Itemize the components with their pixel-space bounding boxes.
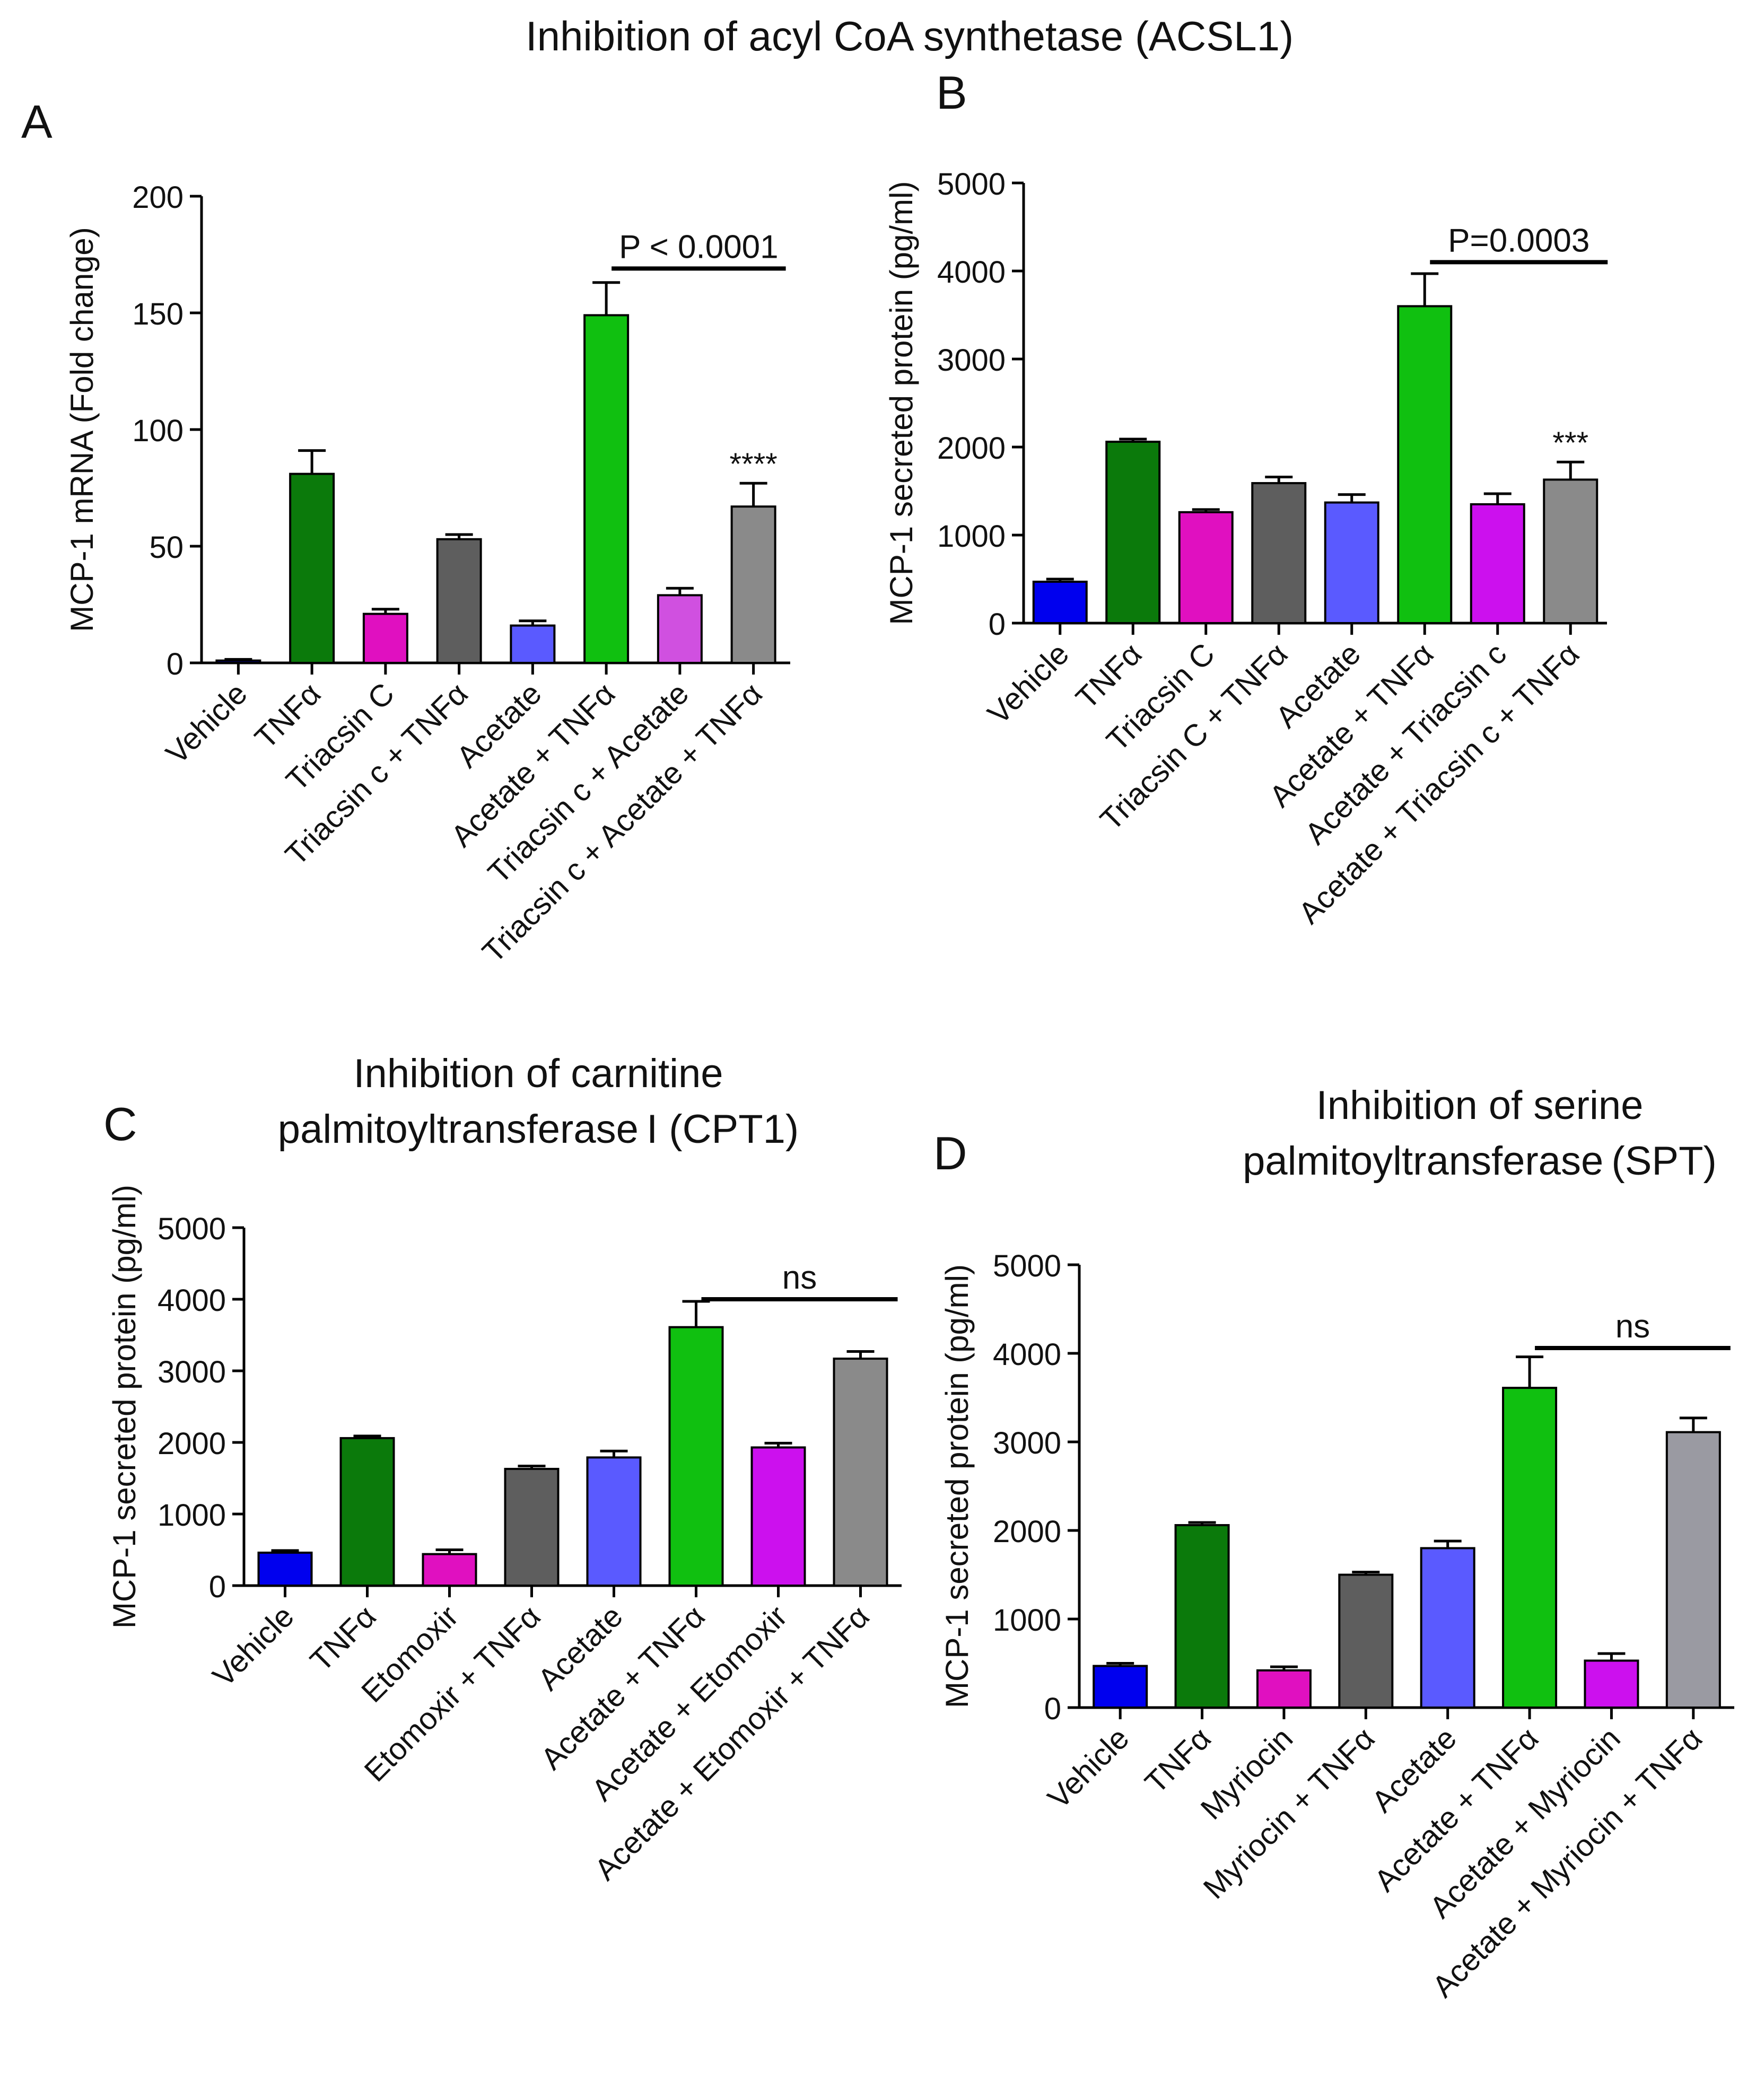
bar-b-3 (1178, 511, 1234, 625)
significance-stars-b: *** (1552, 426, 1588, 460)
y-tick-label-a: 150 (132, 297, 184, 331)
y-tick-label-c: 1000 (158, 1498, 226, 1533)
y-axis-label-d: MCP-1 secreted protein (pg/ml) (939, 1264, 975, 1708)
y-tick-label-d: 2000 (993, 1515, 1061, 1549)
significance-stars-a: **** (729, 447, 777, 482)
bar-c-1 (257, 1551, 313, 1587)
bar-a-5 (510, 624, 556, 664)
y-tick-label-b: 2000 (937, 431, 1006, 466)
bar-c-5 (586, 1456, 642, 1587)
panel-b: B 0 1000 2000 3000 4000 5000 MCP-1 secreted pro… (884, 66, 1608, 931)
bar-b-4 (1251, 482, 1307, 624)
bar-d-2 (1174, 1524, 1230, 1709)
category-label-d-1: Vehicle (1041, 1721, 1135, 1815)
panel-title-c-line-1: Inhibition of carnitine (353, 1051, 723, 1096)
panel-letter-b: B (936, 66, 967, 119)
category-label-c-1: Vehicle (206, 1599, 300, 1693)
y-tick-label-a: 0 (167, 647, 184, 681)
bar-d-3 (1256, 1669, 1312, 1709)
y-tick-label-b: 5000 (937, 167, 1006, 202)
bar-a-3 (362, 612, 408, 664)
bar-c-6 (668, 1326, 724, 1587)
y-tick-label-a: 200 (132, 180, 184, 215)
y-tick-label-d: 3000 (993, 1426, 1061, 1460)
category-label-a-1: Vehicle (159, 676, 254, 771)
panel-title-d-line-2: palmitoyltransferase (SPT) (1243, 1139, 1717, 1184)
y-tick-label-b: 4000 (937, 255, 1006, 290)
y-tick-label-a: 100 (132, 414, 184, 448)
significance-label-d: ns (1615, 1308, 1650, 1345)
bar-b-1 (1032, 580, 1088, 624)
bar-c-4 (504, 1467, 560, 1587)
bar-c-7 (750, 1446, 806, 1587)
bar-a-8 (730, 505, 776, 664)
bar-b-5 (1324, 501, 1379, 625)
panel-letter-c: C (103, 1098, 137, 1150)
y-tick-label-a: 50 (149, 530, 184, 565)
bar-d-5 (1420, 1547, 1475, 1709)
bar-d-7 (1584, 1659, 1639, 1709)
y-tick-label-b: 0 (989, 607, 1006, 642)
bar-a-1 (215, 659, 261, 664)
bar-d-6 (1502, 1387, 1558, 1709)
y-tick-label-c: 4000 (158, 1283, 226, 1318)
bar-d-4 (1338, 1573, 1394, 1709)
bar-d-1 (1093, 1665, 1148, 1709)
main-title: Inhibition of acyl CoA synthetase (ACSL1… (526, 13, 1294, 59)
panel-letter-d: D (933, 1127, 967, 1179)
bar-b-7 (1470, 503, 1525, 625)
y-axis-label-c: MCP-1 secreted protein (pg/ml) (107, 1185, 142, 1629)
bar-a-4 (436, 538, 482, 664)
significance-label-b: P=0.0003 (1448, 222, 1589, 259)
bar-a-6 (583, 314, 630, 664)
bar-a-2 (289, 472, 335, 664)
bar-b-8 (1543, 478, 1598, 624)
y-tick-label-b: 3000 (937, 343, 1006, 378)
significance-label-c: ns (782, 1259, 817, 1296)
panel-a: A 0 50 100 150 200 MCP-1 mRNA (Fold change) Veh… (21, 95, 790, 969)
category-label-c-2: TNFα (303, 1599, 382, 1678)
y-tick-label-d: 4000 (993, 1337, 1061, 1372)
y-tick-label-c: 0 (209, 1570, 226, 1604)
bar-d-8 (1665, 1431, 1721, 1709)
panel-title-d-line-1: Inhibition of serine (1316, 1083, 1644, 1128)
y-tick-label-d: 0 (1044, 1692, 1061, 1726)
y-tick-label-c: 3000 (158, 1355, 226, 1389)
y-tick-label-d: 1000 (993, 1603, 1061, 1638)
y-tick-label-b: 1000 (937, 519, 1006, 554)
bar-a-7 (657, 594, 703, 664)
bar-c-8 (833, 1358, 888, 1587)
panel-title-c-line-2: palmitoyltransferase I (CPT1) (278, 1107, 799, 1152)
y-axis-label-a: MCP-1 mRNA (Fold change) (64, 227, 100, 632)
bar-b-2 (1105, 441, 1161, 624)
category-label-b-1: Vehicle (981, 636, 1076, 731)
bar-c-3 (422, 1553, 477, 1587)
y-tick-label-d: 5000 (993, 1249, 1061, 1283)
panel-c: C Inhibition of carnitine palmitoyltransfe… (103, 1051, 902, 1887)
panel-letter-a: A (21, 95, 53, 148)
bar-b-6 (1397, 305, 1453, 624)
y-tick-label-c: 5000 (158, 1212, 226, 1246)
category-label-d-2: TNFα (1138, 1721, 1217, 1800)
significance-label-a: P < 0.0001 (619, 229, 779, 265)
bar-c-2 (339, 1437, 395, 1587)
y-tick-label-c: 2000 (158, 1427, 226, 1461)
panel-d: D Inhibition of serine palmitoyltransferas… (933, 1083, 1734, 2004)
y-axis-label-b: MCP-1 secreted protein (pg/ml) (884, 181, 919, 625)
